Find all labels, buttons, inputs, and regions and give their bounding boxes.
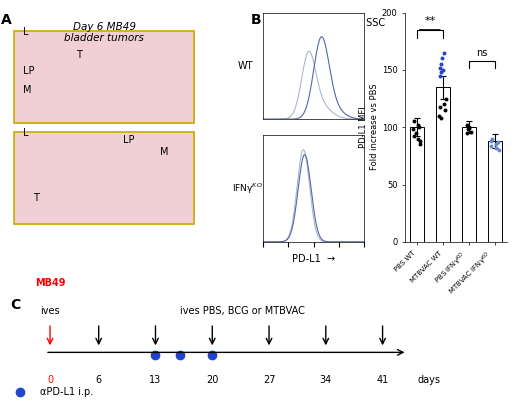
Text: **: ** [424,16,435,26]
Point [440,101,449,108]
Text: L: L [23,128,29,138]
Point [462,122,470,128]
Point [412,130,420,136]
Point [416,138,424,144]
Point [442,107,450,113]
Point [465,125,473,132]
Bar [462,127,476,242]
Point [414,135,422,142]
Point [464,124,473,131]
Text: A: A [1,13,12,27]
Text: IFNγ$^{KO}$: IFNγ$^{KO}$ [232,181,263,196]
Point [436,115,445,121]
Text: αPD-L1 i.p.: αPD-L1 i.p. [40,387,94,397]
Point [436,64,444,71]
Text: M: M [160,147,169,157]
Point [415,124,423,131]
Text: M: M [23,85,32,95]
Point [487,138,495,144]
Text: Day 6 MB49
bladder tumors: Day 6 MB49 bladder tumors [64,22,144,43]
Text: 34: 34 [320,375,332,385]
Text: Gated on CD45: Gated on CD45 [275,17,349,27]
Point [410,118,418,125]
Text: days: days [417,375,440,385]
FancyBboxPatch shape [14,132,194,224]
Bar [14,132,194,224]
Text: B: B [251,13,261,27]
Point [488,135,496,142]
Text: T: T [76,50,82,60]
Point [437,69,445,75]
Point [438,55,447,62]
Text: ives PBS, BCG or MTBVAC: ives PBS, BCG or MTBVAC [180,306,305,316]
Text: SSC: SSC [363,18,385,28]
Text: C: C [10,298,21,312]
Text: 27: 27 [263,375,275,385]
Text: LP: LP [23,66,35,76]
Point [463,130,472,136]
Text: ives: ives [40,306,60,316]
Text: L: L [23,28,29,38]
Text: LP: LP [123,135,134,145]
Point [492,145,500,151]
Y-axis label: PD-L1 MFI
Fold increase vs PBS: PD-L1 MFI Fold increase vs PBS [359,84,379,171]
Point [436,103,445,110]
Text: hi: hi [409,18,416,27]
Bar [14,31,194,123]
Text: MB49: MB49 [35,278,65,288]
Text: WT: WT [237,61,253,71]
Text: 41: 41 [376,375,389,385]
Point [443,95,451,102]
Point [439,66,447,73]
Point [435,112,443,119]
Bar [409,127,424,242]
Point [416,141,424,148]
Text: +: + [353,17,359,26]
Text: ns: ns [476,48,488,58]
Point [488,142,496,149]
Point [467,128,475,135]
Text: 13: 13 [149,375,162,385]
Text: 6: 6 [96,375,102,385]
Point [410,133,418,140]
Point [437,61,446,68]
Bar [488,141,502,242]
FancyBboxPatch shape [14,31,194,123]
Point [492,141,500,148]
Text: 0: 0 [47,375,53,385]
Point [464,126,472,133]
Point [494,139,503,146]
Point [436,72,445,79]
Point [409,126,418,133]
X-axis label: PD-L1  →: PD-L1 → [292,254,335,264]
Point [414,122,422,128]
Text: 20: 20 [206,375,219,385]
Point [494,147,503,153]
Point [439,49,448,56]
Text: T: T [33,193,39,203]
Bar [436,87,450,242]
